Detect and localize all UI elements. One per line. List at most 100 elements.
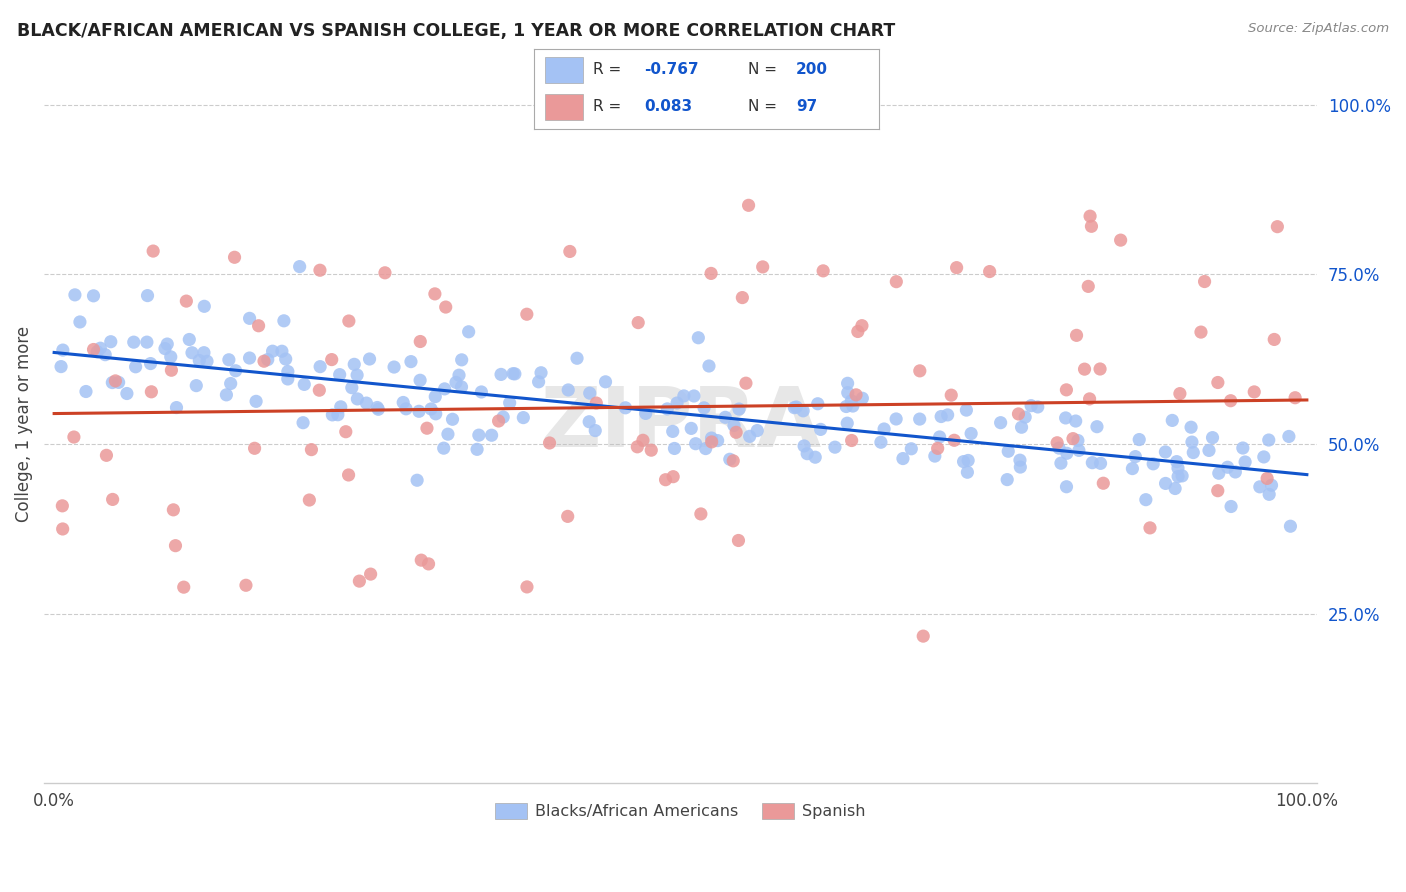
Point [288,260,311,274]
Point [1258,487,1281,501]
Point [273,314,295,328]
Point [193,299,215,313]
Point [1249,480,1271,494]
Point [239,311,262,326]
Point [86,344,108,359]
Point [912,629,935,643]
Point [1267,219,1289,234]
Point [186,378,208,392]
Point [662,469,685,483]
Point [945,260,967,275]
Point [367,402,389,417]
Point [49,359,72,374]
Point [411,553,433,567]
Point [727,533,749,548]
Point [943,434,966,448]
Point [873,422,896,436]
Point [936,408,959,422]
Point [441,412,464,426]
Point [392,395,415,409]
Point [468,428,491,442]
Point [382,359,405,374]
Point [374,266,396,280]
Point [308,383,330,397]
Point [139,357,162,371]
Point [181,345,204,359]
Point [104,374,127,388]
Point [1092,476,1115,491]
Point [1219,393,1241,408]
Point [309,263,332,277]
Point [1064,414,1087,428]
Point [135,335,157,350]
Point [63,288,86,302]
Point [408,404,430,418]
Point [470,384,492,399]
Point [321,352,343,367]
Point [990,416,1012,430]
Point [700,434,723,449]
Point [700,267,723,281]
Point [195,354,218,368]
Point [243,442,266,456]
Point [927,442,949,456]
Point [1054,383,1077,397]
Point [1054,411,1077,425]
Point [631,434,654,448]
Point [292,377,315,392]
Point [793,439,815,453]
Point [578,386,600,401]
Point [101,376,124,390]
Point [672,389,695,403]
Point [292,416,315,430]
Point [738,429,761,443]
Point [245,394,267,409]
Point [666,396,689,410]
Point [166,401,188,415]
Point [159,350,181,364]
Point [335,425,357,439]
Point [841,434,863,448]
Point [1167,461,1189,475]
Point [1125,450,1147,464]
Point [706,434,728,448]
Point [538,436,561,450]
Point [1142,457,1164,471]
Point [503,367,526,381]
Point [1257,433,1279,447]
Point [1011,420,1033,434]
Point [723,418,745,433]
Point [1080,219,1102,234]
Point [807,397,830,411]
Point [1161,413,1184,427]
Point [1109,233,1132,247]
Point [1232,441,1254,455]
Point [337,314,360,328]
Point [399,354,422,368]
Point [979,264,1001,278]
Point [928,430,950,444]
Text: 0.083: 0.083 [644,99,693,114]
Point [693,401,716,415]
Point [997,444,1019,458]
Point [1201,431,1223,445]
FancyBboxPatch shape [544,94,582,120]
Point [1220,500,1243,514]
Point [101,492,124,507]
Point [409,334,432,349]
Point [851,391,873,405]
Point [960,426,983,441]
Point [488,414,510,428]
Point [565,351,588,366]
Point [89,341,111,355]
Point [1253,450,1275,464]
Point [1135,492,1157,507]
Point [1234,455,1257,469]
Point [51,499,73,513]
Point [1128,433,1150,447]
Point [447,368,470,383]
Point [94,348,117,362]
Point [891,451,914,466]
Point [654,473,676,487]
Point [747,424,769,438]
